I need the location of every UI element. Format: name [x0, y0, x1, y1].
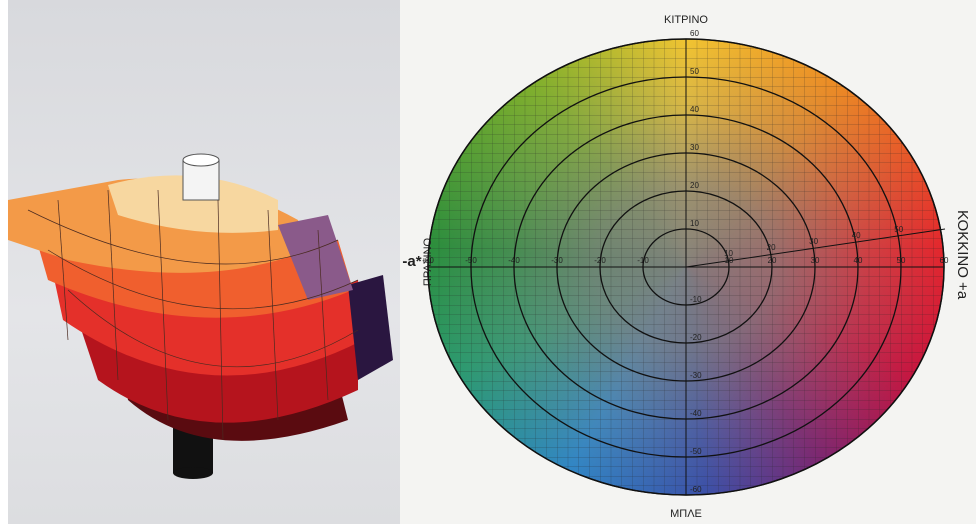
- top-cylinder-cap: [182, 153, 220, 167]
- color-solid-photo: [8, 0, 400, 524]
- ring: [470, 76, 902, 458]
- a-tick-label: 50: [897, 256, 906, 265]
- a-tick-label: 40: [854, 256, 863, 265]
- ring: [427, 38, 945, 496]
- right-label: ΚΟΚΚΙΝΟ +a: [954, 210, 971, 300]
- b-tick-label: -60: [690, 485, 702, 494]
- red-layer-lower: [68, 290, 358, 423]
- bottom-label: ΜΠΛΕ: [670, 508, 702, 520]
- b-tick-label: 30: [690, 143, 699, 152]
- a-tick-label: 20: [768, 256, 777, 265]
- b-tick-label: 20: [690, 181, 699, 190]
- diagonal-tick-label: 30: [809, 237, 818, 246]
- a-tick-label: 10: [725, 256, 734, 265]
- ring: [556, 152, 816, 382]
- b-tick-label: 40: [690, 105, 699, 114]
- diagonal-tick-label: 20: [767, 243, 776, 252]
- color-solid: [8, 153, 393, 479]
- ring: [513, 114, 859, 420]
- b-tick-label: 50: [690, 67, 699, 76]
- violet-blocks: [348, 275, 393, 380]
- top-cylinder: [182, 159, 220, 201]
- b-tick-label: -20: [690, 333, 702, 342]
- diagonal-tick-label: 40: [852, 231, 861, 240]
- a-tick-label: 60: [940, 256, 949, 265]
- diagonal-tick-label: 10: [724, 249, 733, 258]
- block-edges: [27, 189, 359, 441]
- ring: [599, 190, 773, 344]
- purple-blocks: [278, 215, 353, 300]
- b-tick-label: 60: [690, 29, 699, 38]
- ring: [642, 228, 730, 306]
- diagonal-tick-label: 50: [894, 225, 903, 234]
- b-tick-label: -40: [690, 409, 702, 418]
- diagonal-line: [685, 228, 946, 268]
- b-tick-label: -30: [690, 371, 702, 380]
- a-tick-label: 30: [811, 256, 820, 265]
- top-label: ΚΙΤΡΙΝΟ: [664, 14, 708, 26]
- base-cylinder-bottom: [173, 467, 213, 479]
- b-tick-label: -10: [690, 295, 702, 304]
- left-axis-label: -a*: [402, 253, 421, 270]
- light-layer: [108, 175, 278, 233]
- b-tick-label: -50: [690, 447, 702, 456]
- b-tick-label: 10: [690, 219, 699, 228]
